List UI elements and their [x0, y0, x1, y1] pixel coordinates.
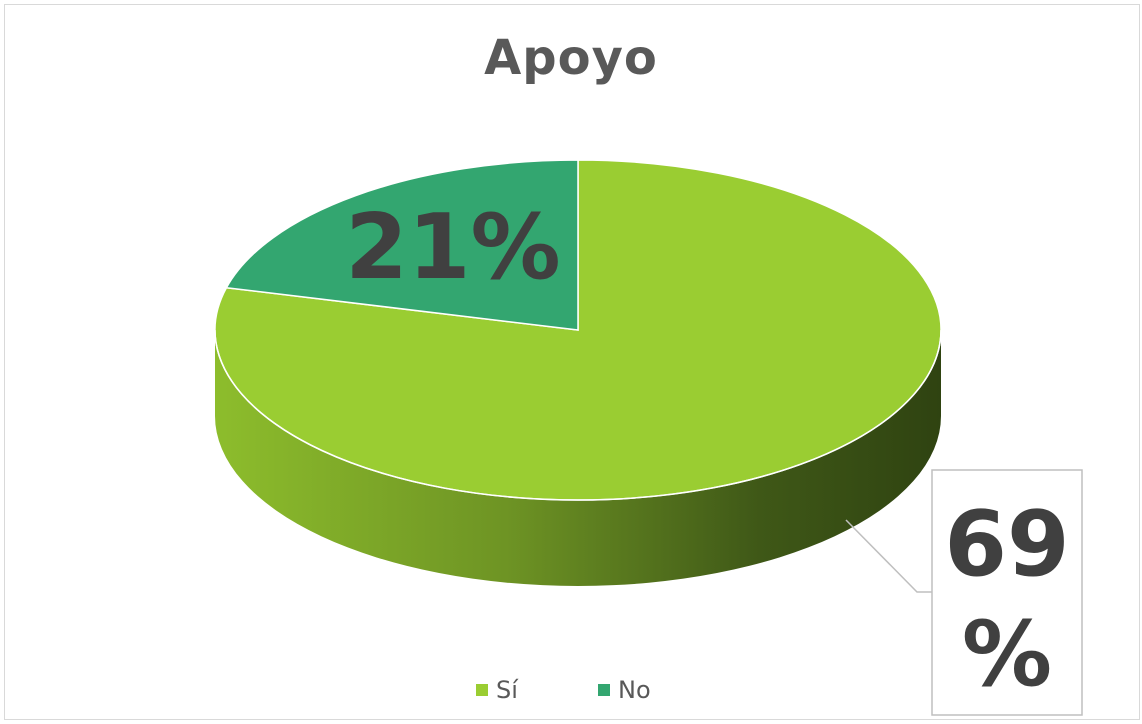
pie-top-edge [214, 329, 942, 501]
pie-side-si [215, 330, 941, 586]
chart-title: Apoyo [484, 30, 658, 86]
legend-label-no: No [618, 676, 651, 704]
pie-slice-no [225, 159, 579, 331]
data-label-no: 21% [345, 195, 560, 300]
data-label-si-line2: % [962, 602, 1052, 707]
legend-item-no: No [598, 676, 651, 704]
legend-item-si: Sí [476, 676, 518, 704]
data-label-box-si [931, 469, 1083, 716]
leader-line-si [845, 519, 932, 593]
data-label-si-line1: 69 [944, 492, 1069, 597]
legend-swatch-si [476, 684, 488, 696]
legend-label-si: Sí [496, 676, 518, 704]
legend-swatch-no [598, 684, 610, 696]
